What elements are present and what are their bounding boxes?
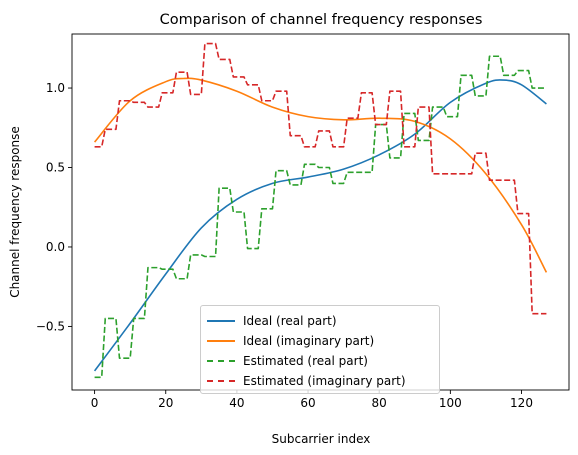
plot-area xyxy=(93,42,548,379)
series-line-4 xyxy=(94,42,547,315)
y-axis: −0.5 0.0 0.5 1.0 xyxy=(36,81,72,333)
x-tick-label: 80 xyxy=(372,396,387,410)
legend-swatch-estimated-imag xyxy=(207,380,235,382)
legend-swatch-estimated-real xyxy=(207,360,235,362)
y-tick-label: −0.5 xyxy=(36,319,65,333)
legend: Ideal (real part) Ideal (imaginary part)… xyxy=(200,305,440,394)
x-tick-label: 60 xyxy=(300,396,315,410)
legend-label: Estimated (imaginary part) xyxy=(243,374,406,388)
legend-label: Ideal (real part) xyxy=(243,314,337,328)
x-tick-label: 100 xyxy=(439,396,462,410)
x-axis: 0 20 40 60 80 100 120 xyxy=(91,390,533,410)
legend-label: Ideal (imaginary part) xyxy=(243,334,375,348)
legend-item: Ideal (imaginary part) xyxy=(207,331,374,351)
y-tick-label: 1.0 xyxy=(46,81,65,95)
y-tick-label: 0.0 xyxy=(46,240,65,254)
x-tick-label: 20 xyxy=(158,396,173,410)
y-tick-label: 0.5 xyxy=(46,161,65,175)
y-axis-label: Channel frequency response xyxy=(8,126,22,298)
x-tick-label: 120 xyxy=(510,396,533,410)
legend-label: Estimated (real part) xyxy=(243,354,368,368)
legend-item: Ideal (real part) xyxy=(207,311,337,331)
series-line-3 xyxy=(94,55,547,379)
x-tick-label: 40 xyxy=(229,396,244,410)
legend-swatch-ideal-imag xyxy=(207,340,235,342)
x-tick-label: 0 xyxy=(91,396,99,410)
series-line-1 xyxy=(93,79,547,372)
legend-item: Estimated (imaginary part) xyxy=(207,371,406,391)
legend-swatch-ideal-real xyxy=(207,320,235,322)
chart-title: Comparison of channel frequency response… xyxy=(160,12,483,28)
x-axis-label: Subcarrier index xyxy=(272,432,371,446)
series-line-2 xyxy=(93,77,548,273)
legend-item: Estimated (real part) xyxy=(207,351,368,371)
